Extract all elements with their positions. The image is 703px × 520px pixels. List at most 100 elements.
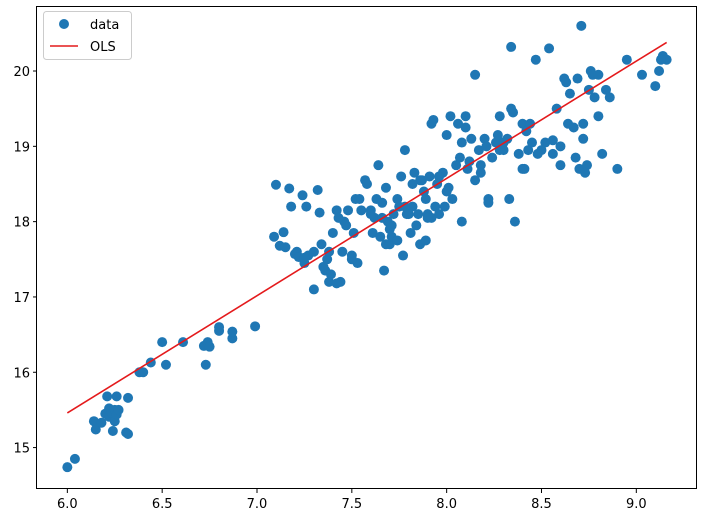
data-point — [337, 246, 348, 257]
data-point — [555, 160, 566, 171]
data-point — [407, 178, 418, 189]
data-point — [517, 163, 528, 174]
data-point — [375, 231, 386, 242]
data-point — [413, 209, 424, 220]
data-point — [314, 207, 325, 218]
data-point — [346, 254, 357, 265]
data-point — [331, 205, 342, 216]
data-point — [333, 212, 344, 223]
data-point — [379, 265, 390, 276]
data-point — [572, 73, 583, 84]
data-point — [322, 254, 333, 265]
data-point — [564, 88, 575, 99]
x-tick-label: 6.5 — [152, 497, 173, 512]
data-point — [600, 84, 611, 95]
data-point — [123, 429, 134, 440]
data-point — [90, 424, 101, 435]
data-point — [568, 122, 579, 133]
legend: data OLS — [43, 11, 132, 60]
data-point — [377, 197, 388, 208]
data-point — [250, 321, 261, 332]
data-point — [422, 212, 433, 223]
data-point — [561, 77, 572, 88]
data-point — [392, 194, 403, 205]
data-point — [612, 163, 623, 174]
data-point — [460, 111, 471, 122]
data-point — [517, 118, 528, 129]
data-point — [466, 133, 477, 144]
data-point — [214, 322, 225, 333]
data-point — [604, 92, 615, 103]
data-point — [96, 417, 107, 428]
data-point — [540, 137, 551, 148]
legend-marker-data — [59, 19, 69, 29]
x-tick-label: 7.0 — [247, 497, 268, 512]
data-point — [454, 152, 465, 163]
data-point — [301, 201, 312, 212]
x-axis: 6.0 6.5 7.0 7.5 8.0 8.5 9.0 — [57, 489, 647, 512]
data-point — [504, 194, 515, 205]
data-point — [123, 392, 134, 403]
data-point — [527, 137, 537, 148]
data-point — [464, 156, 475, 167]
data-point — [343, 205, 354, 216]
data-point — [481, 141, 492, 152]
data-point — [578, 118, 589, 129]
data-point — [398, 250, 409, 261]
data-point — [589, 92, 600, 103]
data-point — [544, 43, 555, 54]
data-point — [578, 133, 589, 144]
x-tick-label: 8.0 — [436, 497, 457, 512]
y-tick-label: 18 — [13, 216, 30, 231]
data-point — [354, 194, 365, 205]
data-point — [386, 220, 397, 231]
data-point — [492, 130, 503, 141]
data-point — [62, 462, 73, 473]
data-point — [456, 137, 467, 148]
data-point — [420, 194, 431, 205]
data-point — [356, 205, 367, 216]
data-point — [655, 54, 666, 65]
data-point — [280, 242, 291, 253]
data-point — [409, 167, 420, 178]
legend-label-ols: OLS — [90, 40, 116, 55]
data-point — [483, 197, 494, 208]
data-point — [473, 145, 484, 156]
data-point — [420, 235, 431, 246]
data-point — [312, 185, 323, 196]
data-point — [430, 201, 441, 212]
data-point — [434, 171, 445, 182]
x-tick-label: 9.0 — [626, 497, 647, 512]
data-point — [441, 130, 452, 141]
data-point — [388, 209, 399, 220]
data-point — [157, 337, 168, 348]
data-point — [451, 160, 462, 171]
data-point — [470, 69, 481, 80]
x-tick-label: 6.0 — [57, 497, 78, 512]
data-point — [637, 69, 647, 80]
data-points — [62, 20, 672, 473]
data-point — [547, 148, 558, 159]
data-point — [316, 239, 327, 250]
data-point — [490, 137, 501, 148]
data-point — [88, 416, 99, 427]
data-point — [475, 160, 486, 171]
data-point — [318, 261, 329, 272]
data-point — [506, 103, 517, 114]
data-point — [654, 66, 665, 77]
data-point — [576, 20, 587, 31]
data-point — [453, 118, 464, 129]
plot-frame — [36, 6, 697, 489]
data-point — [650, 81, 661, 92]
data-point — [384, 239, 395, 250]
data-point — [269, 231, 280, 242]
data-point — [299, 252, 310, 263]
data-point — [392, 235, 403, 246]
data-point — [593, 69, 604, 80]
data-point — [441, 186, 452, 197]
data-point — [278, 227, 289, 238]
data-point — [399, 201, 410, 212]
data-point — [204, 341, 215, 352]
data-point — [107, 426, 118, 437]
data-point — [530, 54, 541, 65]
